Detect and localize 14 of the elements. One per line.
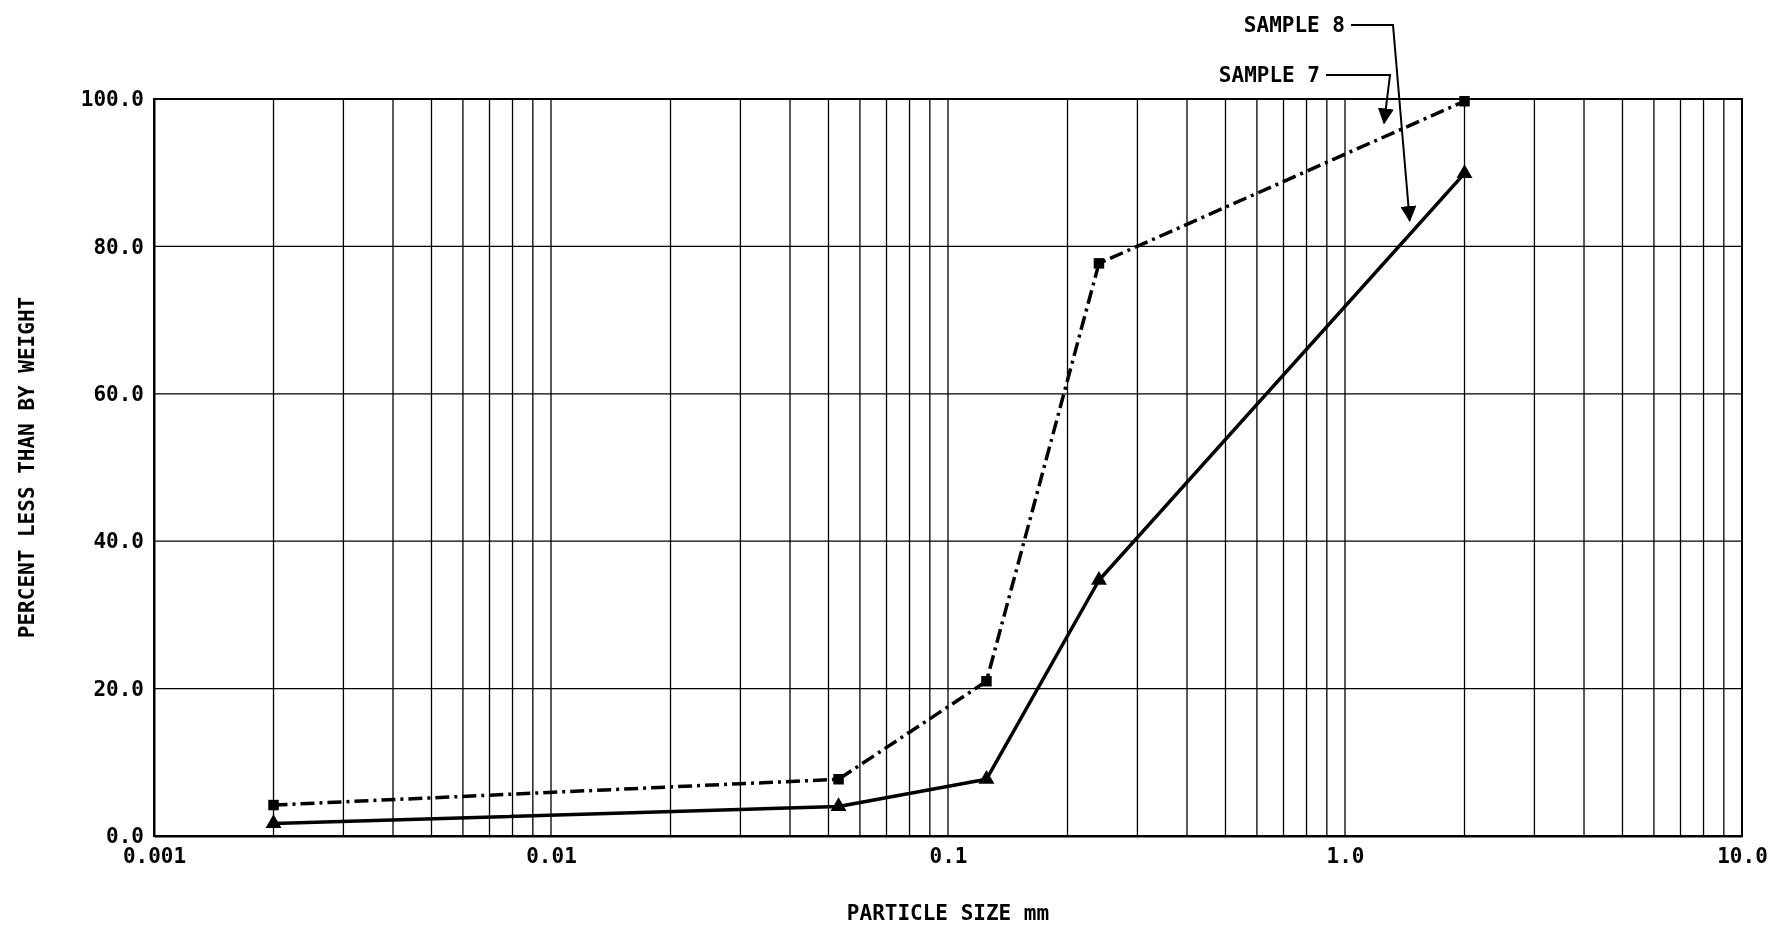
y-tick-label: 60.0 <box>93 382 144 407</box>
y-tick-label: 80.0 <box>93 234 144 259</box>
x-tick-label: 0.1 <box>929 843 968 868</box>
y-axis-title: PERCENT LESS THAN BY WEIGHT <box>15 296 39 639</box>
x-tick-label: 0.001 <box>122 843 187 868</box>
y-tick-label: 40.0 <box>93 529 144 554</box>
y-tick-label: 100.0 <box>80 87 144 112</box>
x-tick-label: 0.01 <box>526 843 577 868</box>
x-axis-title: PARTICLE SIZE mm <box>846 901 1050 925</box>
text: SAMPLE 8 <box>1243 13 1345 37</box>
text: SAMPLE 7 <box>1218 63 1320 87</box>
y-tick-label: 20.0 <box>93 676 144 701</box>
x-tick-label: 1.0 <box>1326 843 1365 868</box>
x-tick-label: 10.0 <box>1717 843 1768 868</box>
